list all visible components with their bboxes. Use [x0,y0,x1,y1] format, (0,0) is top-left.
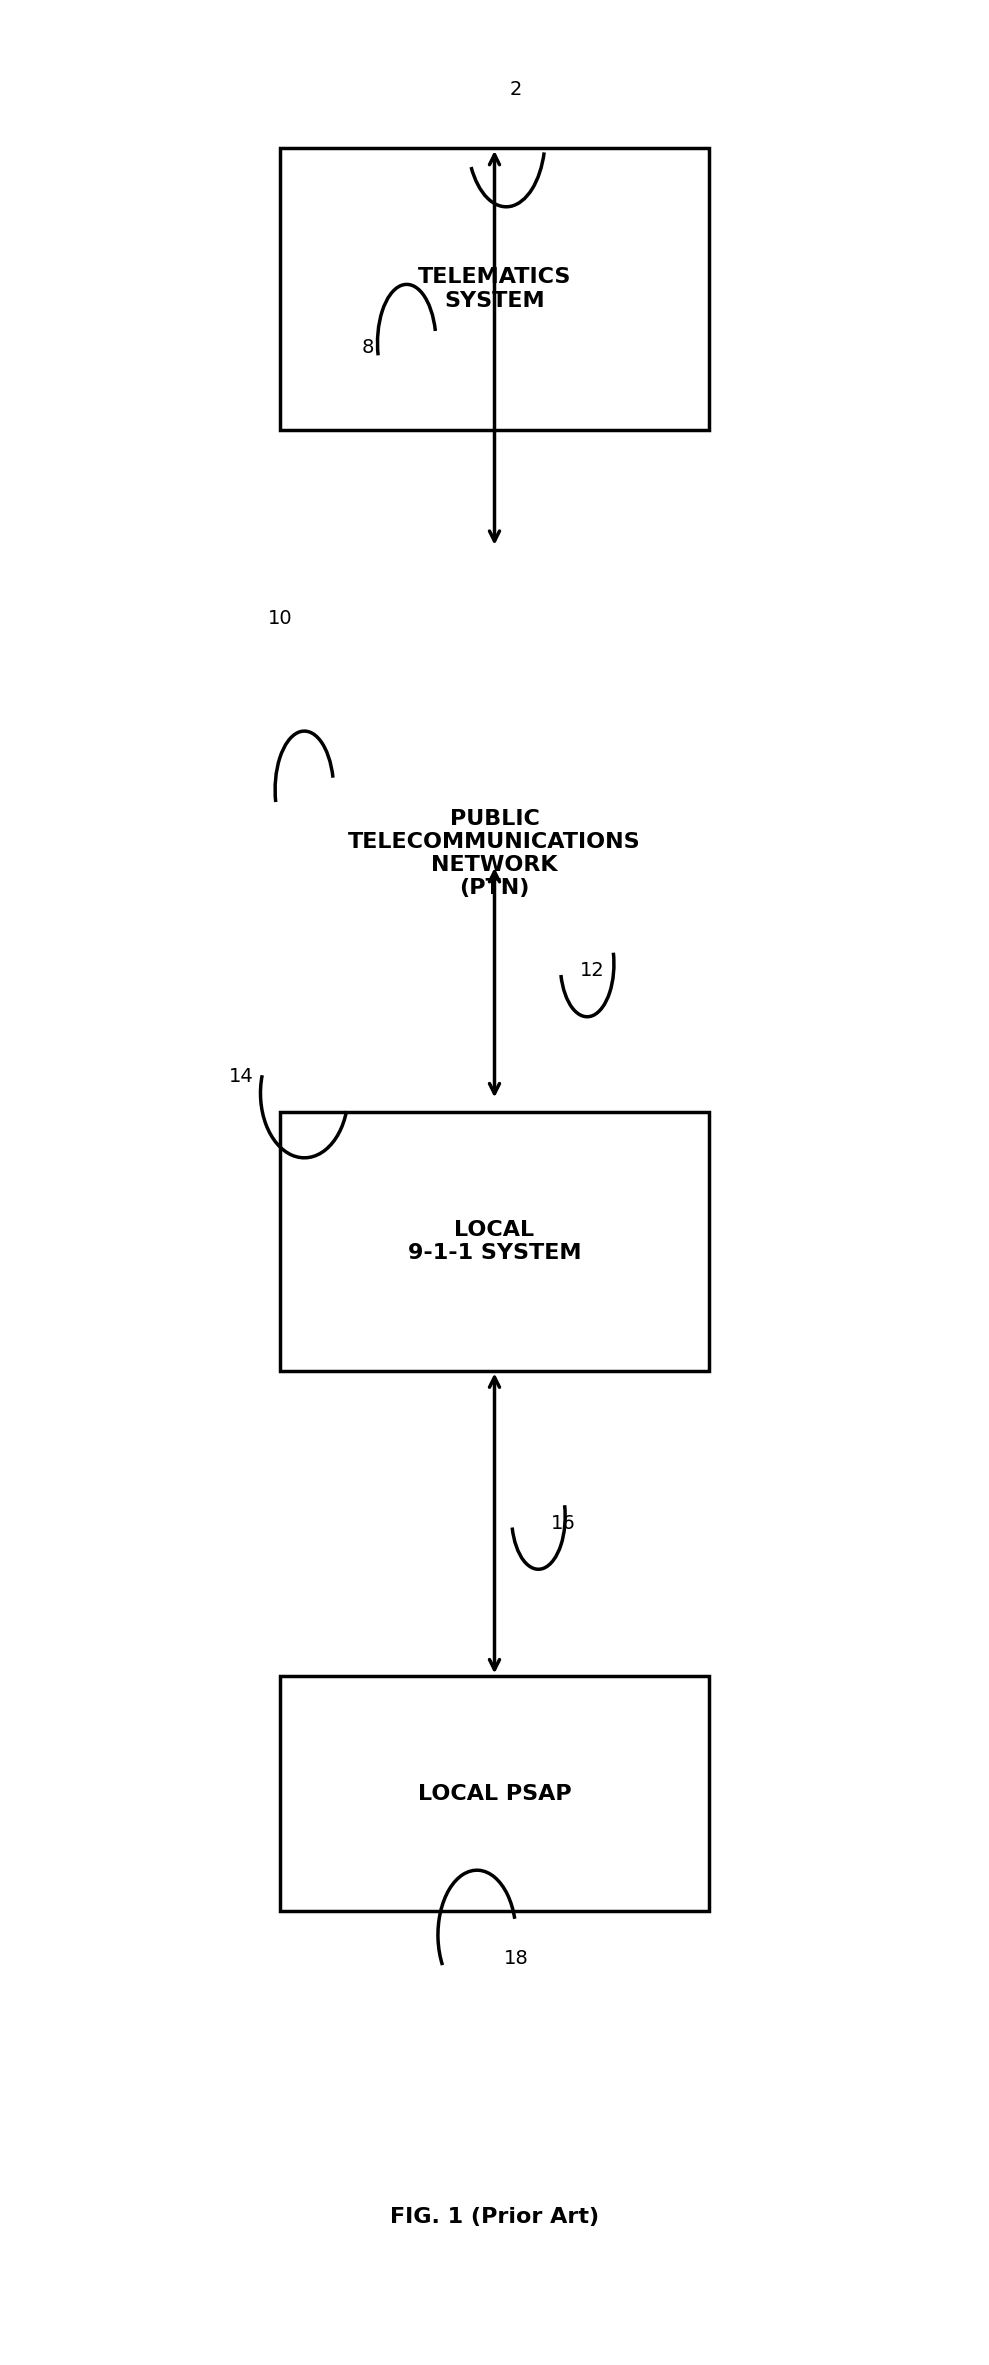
Text: 8: 8 [362,338,374,357]
Text: 12: 12 [580,963,604,981]
Bar [280,149,709,430]
Text: 2: 2 [509,80,522,99]
Text: 18: 18 [503,1949,528,1968]
Text: 10: 10 [268,608,293,627]
Text: LOCAL PSAP: LOCAL PSAP [417,1783,572,1804]
Bar [280,1112,709,1372]
Text: 14: 14 [228,1067,253,1086]
Text: TELEMATICS
SYSTEM: TELEMATICS SYSTEM [417,267,572,310]
Text: 16: 16 [551,1514,576,1533]
Text: PUBLIC
TELECOMMUNICATIONS
NETWORK
(PTN): PUBLIC TELECOMMUNICATIONS NETWORK (PTN) [348,809,641,899]
Text: FIG. 1 (Prior Art): FIG. 1 (Prior Art) [390,2207,599,2228]
Bar [280,1677,709,1911]
Text: LOCAL
9-1-1 SYSTEM: LOCAL 9-1-1 SYSTEM [407,1220,582,1263]
